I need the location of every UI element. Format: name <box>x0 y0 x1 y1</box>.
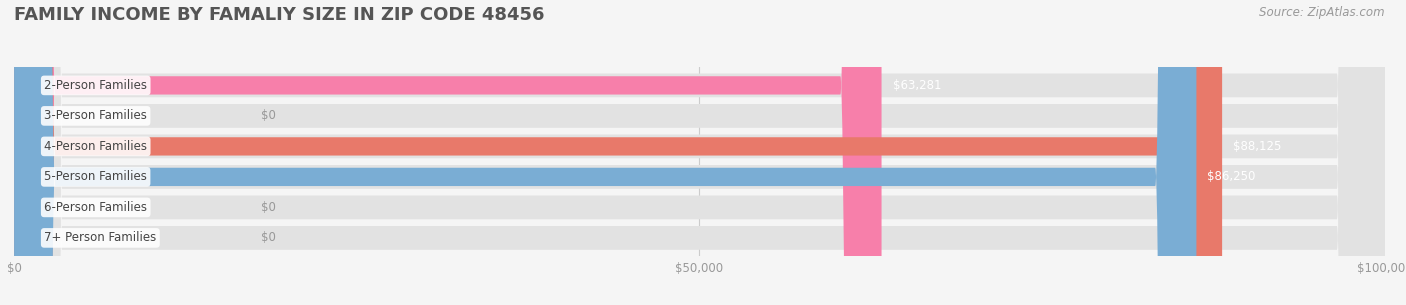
FancyBboxPatch shape <box>14 0 1385 305</box>
Text: 4-Person Families: 4-Person Families <box>44 140 148 153</box>
FancyBboxPatch shape <box>14 0 882 305</box>
Text: Source: ZipAtlas.com: Source: ZipAtlas.com <box>1260 6 1385 19</box>
FancyBboxPatch shape <box>14 0 1385 305</box>
FancyBboxPatch shape <box>14 0 1222 305</box>
Text: 5-Person Families: 5-Person Families <box>44 170 148 183</box>
Text: $63,281: $63,281 <box>893 79 941 92</box>
Text: 6-Person Families: 6-Person Families <box>44 201 148 214</box>
FancyBboxPatch shape <box>14 0 1385 305</box>
FancyBboxPatch shape <box>14 0 1197 305</box>
Text: $0: $0 <box>262 201 276 214</box>
Text: $88,125: $88,125 <box>1233 140 1281 153</box>
Text: $0: $0 <box>262 109 276 122</box>
FancyBboxPatch shape <box>14 0 1385 305</box>
Text: 7+ Person Families: 7+ Person Families <box>44 231 156 244</box>
Text: $0: $0 <box>262 231 276 244</box>
Text: FAMILY INCOME BY FAMALIY SIZE IN ZIP CODE 48456: FAMILY INCOME BY FAMALIY SIZE IN ZIP COD… <box>14 6 544 24</box>
Text: 2-Person Families: 2-Person Families <box>44 79 148 92</box>
FancyBboxPatch shape <box>14 0 1385 305</box>
Text: 3-Person Families: 3-Person Families <box>44 109 148 122</box>
FancyBboxPatch shape <box>14 0 1385 305</box>
Text: $86,250: $86,250 <box>1208 170 1256 183</box>
